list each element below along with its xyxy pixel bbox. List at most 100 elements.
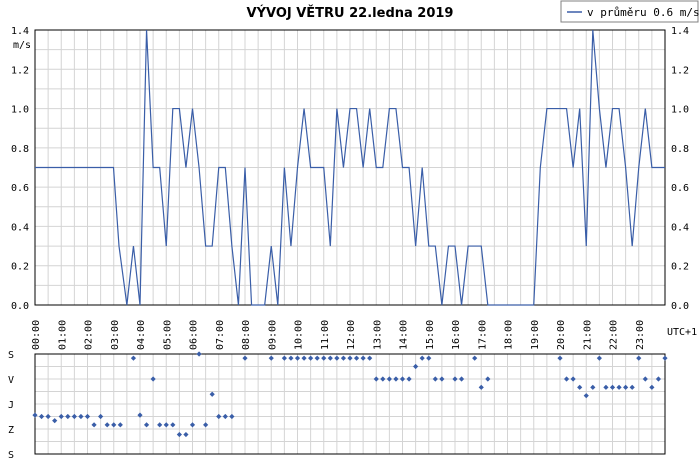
y-tick-label-left: 0.2	[11, 262, 29, 273]
wind-direction-point	[439, 376, 445, 382]
wind-direction-point	[636, 355, 642, 361]
wind-direction-point	[373, 376, 379, 382]
y-tick-label-right: 0.8	[671, 144, 689, 155]
speed-panel: 0.0 0.0 0.2 0.2 0.4 0.4 0.6 0.6 0.8 0.8 1.0 1.0 1.2 1…	[11, 26, 689, 350]
wind-direction-point	[170, 422, 176, 428]
y-tick-label-left: 1.2	[11, 65, 29, 76]
x-tick-label: 23:00	[635, 320, 646, 350]
wind-direction-point	[347, 355, 353, 361]
wind-direction-point	[91, 422, 97, 428]
wind-direction-point	[616, 384, 622, 390]
wind-direction-point	[655, 376, 662, 382]
wind-direction-point	[577, 384, 583, 390]
y-tick-label-right: 0.6	[671, 183, 689, 194]
wind-direction-point	[222, 413, 228, 420]
wind-direction-point	[45, 413, 51, 420]
x-tick-label: 15:00	[425, 320, 436, 350]
x-tick-label: 19:00	[530, 320, 541, 350]
wind-direction-point	[472, 355, 478, 361]
wind-direction-point	[281, 355, 287, 361]
wind-direction-point	[58, 413, 64, 420]
x-tick-label: 16:00	[451, 320, 462, 350]
wind-direction-point	[623, 384, 629, 390]
wind-direction-point	[426, 355, 432, 361]
y-tick-label-left: 0.6	[11, 183, 29, 194]
wind-direction-point	[78, 413, 84, 420]
wind-direction-point	[268, 355, 274, 361]
wind-direction-point	[130, 355, 137, 361]
x-tick-label: 03:00	[110, 320, 121, 350]
wind-direction-point	[353, 355, 360, 361]
wind-direction-point	[432, 376, 438, 382]
wind-direction-point	[242, 355, 248, 361]
y-tick-label-right: 0.0	[671, 301, 689, 312]
y-tick-label-right: 0.4	[671, 222, 689, 233]
x-tick-label: 09:00	[267, 320, 278, 350]
wind-direction-point	[38, 413, 45, 420]
x-tick-label: 17:00	[477, 320, 488, 350]
legend-label: v průměru 0.6 m/s	[587, 6, 700, 19]
wind-direction-point	[157, 422, 163, 428]
wind-direction-point	[229, 413, 235, 420]
y-tick-label-left: 0.0	[11, 301, 29, 312]
y-tick-label-right: 1.0	[671, 105, 689, 116]
wind-direction-point	[413, 363, 419, 370]
wind-direction-point	[301, 355, 307, 361]
direction-tick-label: V	[8, 375, 14, 386]
wind-direction-point	[150, 376, 156, 382]
wind-direction-point	[406, 376, 412, 382]
wind-direction-point	[458, 376, 465, 382]
wind-direction-point	[563, 376, 570, 382]
x-tick-label: 13:00	[372, 320, 383, 350]
wind-direction-point	[327, 355, 333, 361]
x-tick-label: 10:00	[294, 320, 305, 350]
wind-direction-point	[111, 422, 117, 428]
x-tick-label: 22:00	[609, 320, 620, 350]
wind-direction-point	[98, 413, 104, 420]
wind-direction-point	[360, 355, 366, 361]
wind-direction-point	[104, 422, 110, 428]
x-tick-label: 01:00	[57, 320, 68, 350]
wind-direction-point	[609, 384, 616, 390]
y-tick-label-right: 1.2	[671, 65, 689, 76]
wind-direction-point	[32, 412, 38, 418]
wind-direction-point	[596, 355, 602, 361]
wind-direction-point	[629, 384, 635, 390]
wind-direction-point	[662, 355, 668, 361]
direction-plot-frame	[34, 353, 666, 455]
direction-tick-label: S	[8, 450, 14, 460]
x-tick-label: 07:00	[215, 320, 226, 350]
wind-direction-point	[65, 413, 71, 420]
y-tick-label-left: 0.8	[11, 144, 29, 155]
timezone-label: UTC+1	[667, 327, 697, 338]
wind-direction-point	[367, 355, 373, 361]
wind-direction-point	[308, 355, 314, 361]
wind-direction-point	[340, 355, 347, 361]
x-tick-label: 12:00	[346, 320, 357, 350]
y-tick-label-left: 1.4	[11, 26, 29, 37]
wind-direction-point	[393, 376, 399, 382]
wind-direction-point	[399, 376, 406, 382]
wind-direction-point	[71, 413, 77, 420]
wind-direction-point	[196, 351, 202, 357]
direction-tick-label: Z	[8, 425, 14, 436]
wind-direction-point	[52, 418, 58, 424]
x-tick-label: 04:00	[136, 320, 147, 350]
x-tick-label: 05:00	[162, 320, 173, 350]
wind-direction-point	[380, 376, 386, 382]
x-tick-label: 18:00	[504, 320, 515, 350]
wind-direction-point	[203, 422, 209, 428]
wind-direction-point	[189, 422, 196, 428]
wind-direction-point	[294, 355, 301, 361]
wind-direction-point	[583, 393, 589, 399]
y-tick-label-right: 0.2	[671, 262, 689, 273]
wind-direction-point	[84, 413, 91, 420]
chart-title: VÝVOJ VĚTRU 22.ledna 2019	[247, 5, 454, 21]
wind-direction-point	[570, 376, 576, 382]
wind-direction-point	[143, 422, 150, 428]
wind-direction-point	[642, 376, 648, 382]
x-tick-label: 14:00	[399, 320, 410, 350]
x-tick-label: 08:00	[241, 320, 252, 350]
wind-direction-point	[176, 431, 182, 438]
